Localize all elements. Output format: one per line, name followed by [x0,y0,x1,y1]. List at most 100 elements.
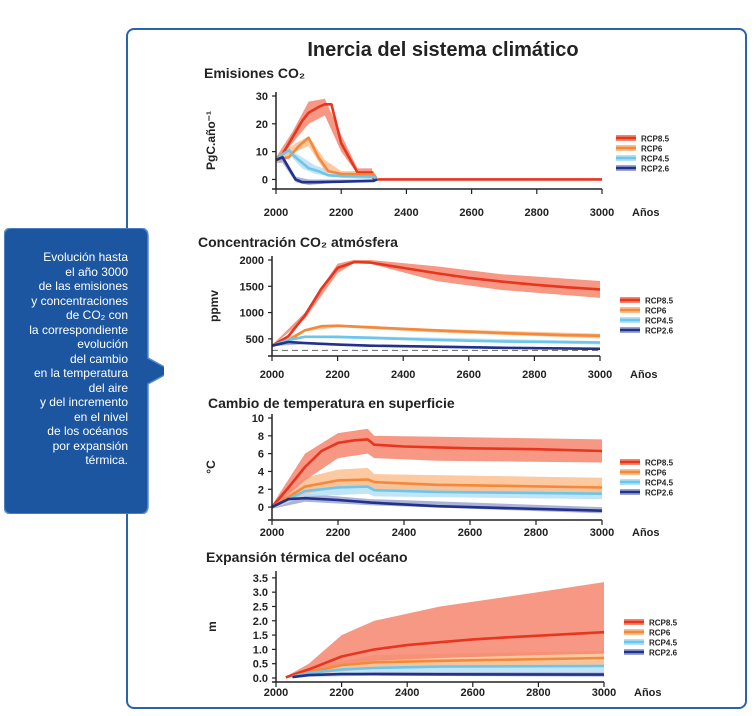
y-axis-label: ppmv [207,290,221,322]
y-tick-label: 2000 [240,255,264,267]
series-line-rcp45 [271,485,603,509]
callout-line: evolución [77,337,128,351]
figure-title: Inercia del sistema climático [307,39,578,61]
chart-panel-3: Expansión térmica del océano m 0.0 0.5 1.0 1.… [205,549,678,699]
x-unit-label: Años [632,207,660,219]
y-tick-label: 1500 [240,281,264,293]
x-unit-label: Años [632,527,660,539]
chart-title: Cambio de temperatura en superficie [208,395,455,411]
uncertainty-band-rcp85 [285,582,604,678]
figure-frame [126,28,747,709]
x-tick-label: 3000 [592,687,616,699]
callout-line: térmica. [85,453,128,467]
x-tick-label: 2000 [260,369,284,381]
y-tick-label: 2 [258,484,264,496]
series-line-rcp45 [275,148,378,181]
callout-box: Evolución hasta el año 3000 de las emision… [4,228,164,514]
x-tick-label: 3000 [590,207,614,219]
callout-line: el año 3000 [65,264,128,279]
callout-line: de las emisiones [38,279,128,293]
callout-line: la correspondiente [29,322,128,337]
callout-line: de los océanos [47,424,128,438]
x-tick-label: 2400 [391,369,415,381]
y-tick-label: 20 [256,119,268,131]
y-tick-label: 8 [258,431,264,443]
x-tick-label: 2000 [260,527,284,539]
y-tick-label: 10 [256,147,268,159]
chart-panel-2: Cambio de temperatura en superficie°C024… [204,395,674,539]
x-unit-label: Años [630,369,658,381]
callout-line: y del incremento [39,395,128,409]
x-tick-label: 2600 [458,527,482,539]
callout-line: por expansión [52,438,128,453]
series-line-rcp26 [275,155,378,184]
callout-arrow-shape [4,228,164,514]
y-tick-label: 3.0 [253,587,268,599]
y-tick-label: 3.5 [253,573,268,585]
legend-label: RCP2.6 [645,327,674,336]
x-tick-label: 3000 [590,527,614,539]
series-line-rcp85 [271,260,601,347]
series-line-rcp26 [271,496,603,512]
x-tick-label: 2200 [326,527,350,539]
x-tick-label: 2400 [395,687,419,699]
uncertainty-band-rcp45 [276,148,374,180]
legend-label: RCP2.6 [645,489,674,498]
y-tick-label: 6 [258,449,264,461]
y-tick-label: 0.0 [253,673,268,685]
y-tick-label: 0 [262,174,268,186]
chart-panel-1: Concentración CO₂ atmósfera ppmv 500 1000 15… [198,234,674,381]
chart-title: Expansión térmica del océano [206,549,408,565]
legend-label: RCP6 [641,145,663,154]
callout-line: en el nivel [73,409,128,424]
x-tick-label: 2000 [264,687,288,699]
callout-line: en la temperatura [33,366,128,380]
chart-title: Concentración CO₂ atmósfera [198,234,398,250]
legend-label: RCP4.5 [641,155,670,164]
y-tick-label: 1000 [240,308,264,320]
x-tick-label: 2000 [264,207,288,219]
y-tick-label: 0.5 [253,659,268,671]
series-line-rcp26 [292,672,605,679]
y-axis-label: PgC.año⁻¹ [204,111,218,170]
series-line-rcp6 [271,324,601,347]
series-line-rcp26 [271,340,601,351]
x-tick-label: 2400 [394,207,418,219]
x-tick-label: 2200 [325,369,349,381]
x-unit-label: Años [634,687,662,699]
legend-label: RCP4.5 [645,317,674,326]
legend-label: RCP2.6 [649,649,678,658]
series-line-rcp85 [275,103,602,181]
y-tick-label: 500 [246,334,264,346]
series-line-rcp6 [271,478,603,509]
legend-label: RCP8.5 [641,135,670,144]
y-tick-label: 2.0 [253,616,268,628]
series-line-rcp85 [271,438,603,508]
legend-label: RCP8.5 [649,619,678,628]
legend-label: RCP6 [645,307,667,316]
legend-label: RCP6 [645,469,667,478]
uncertainty-band-rcp6 [272,467,602,509]
chart-title: Emisiones CO₂ [204,65,305,81]
x-tick-label: 3000 [588,369,612,381]
x-tick-label: 2200 [329,687,353,699]
uncertainty-band-rcp85 [272,260,600,347]
callout-line: del cambio [69,351,128,366]
y-tick-label: 10 [252,413,264,425]
legend-label: RCP4.5 [645,479,674,488]
x-tick-label: 2800 [526,687,550,699]
callout-text: Evolución hasta el año 3000 de las emision… [14,250,128,468]
uncertainty-band-rcp6 [276,136,374,177]
callout-line: del aire [88,380,128,395]
y-tick-label: 4 [258,466,265,478]
y-axis-label: m [205,621,219,632]
series-line-rcp45 [292,664,605,678]
x-tick-label: 2800 [522,369,546,381]
legend-label: RCP4.5 [649,639,678,648]
series-line-rcp85 [285,630,605,679]
x-tick-label: 2600 [457,369,481,381]
x-tick-label: 2600 [461,687,485,699]
y-axis-label: °C [204,460,218,474]
chart-panel-0: Emisiones CO₂ PgC.año⁻¹ 0 10 20 30 2000 2200 240… [204,65,670,219]
